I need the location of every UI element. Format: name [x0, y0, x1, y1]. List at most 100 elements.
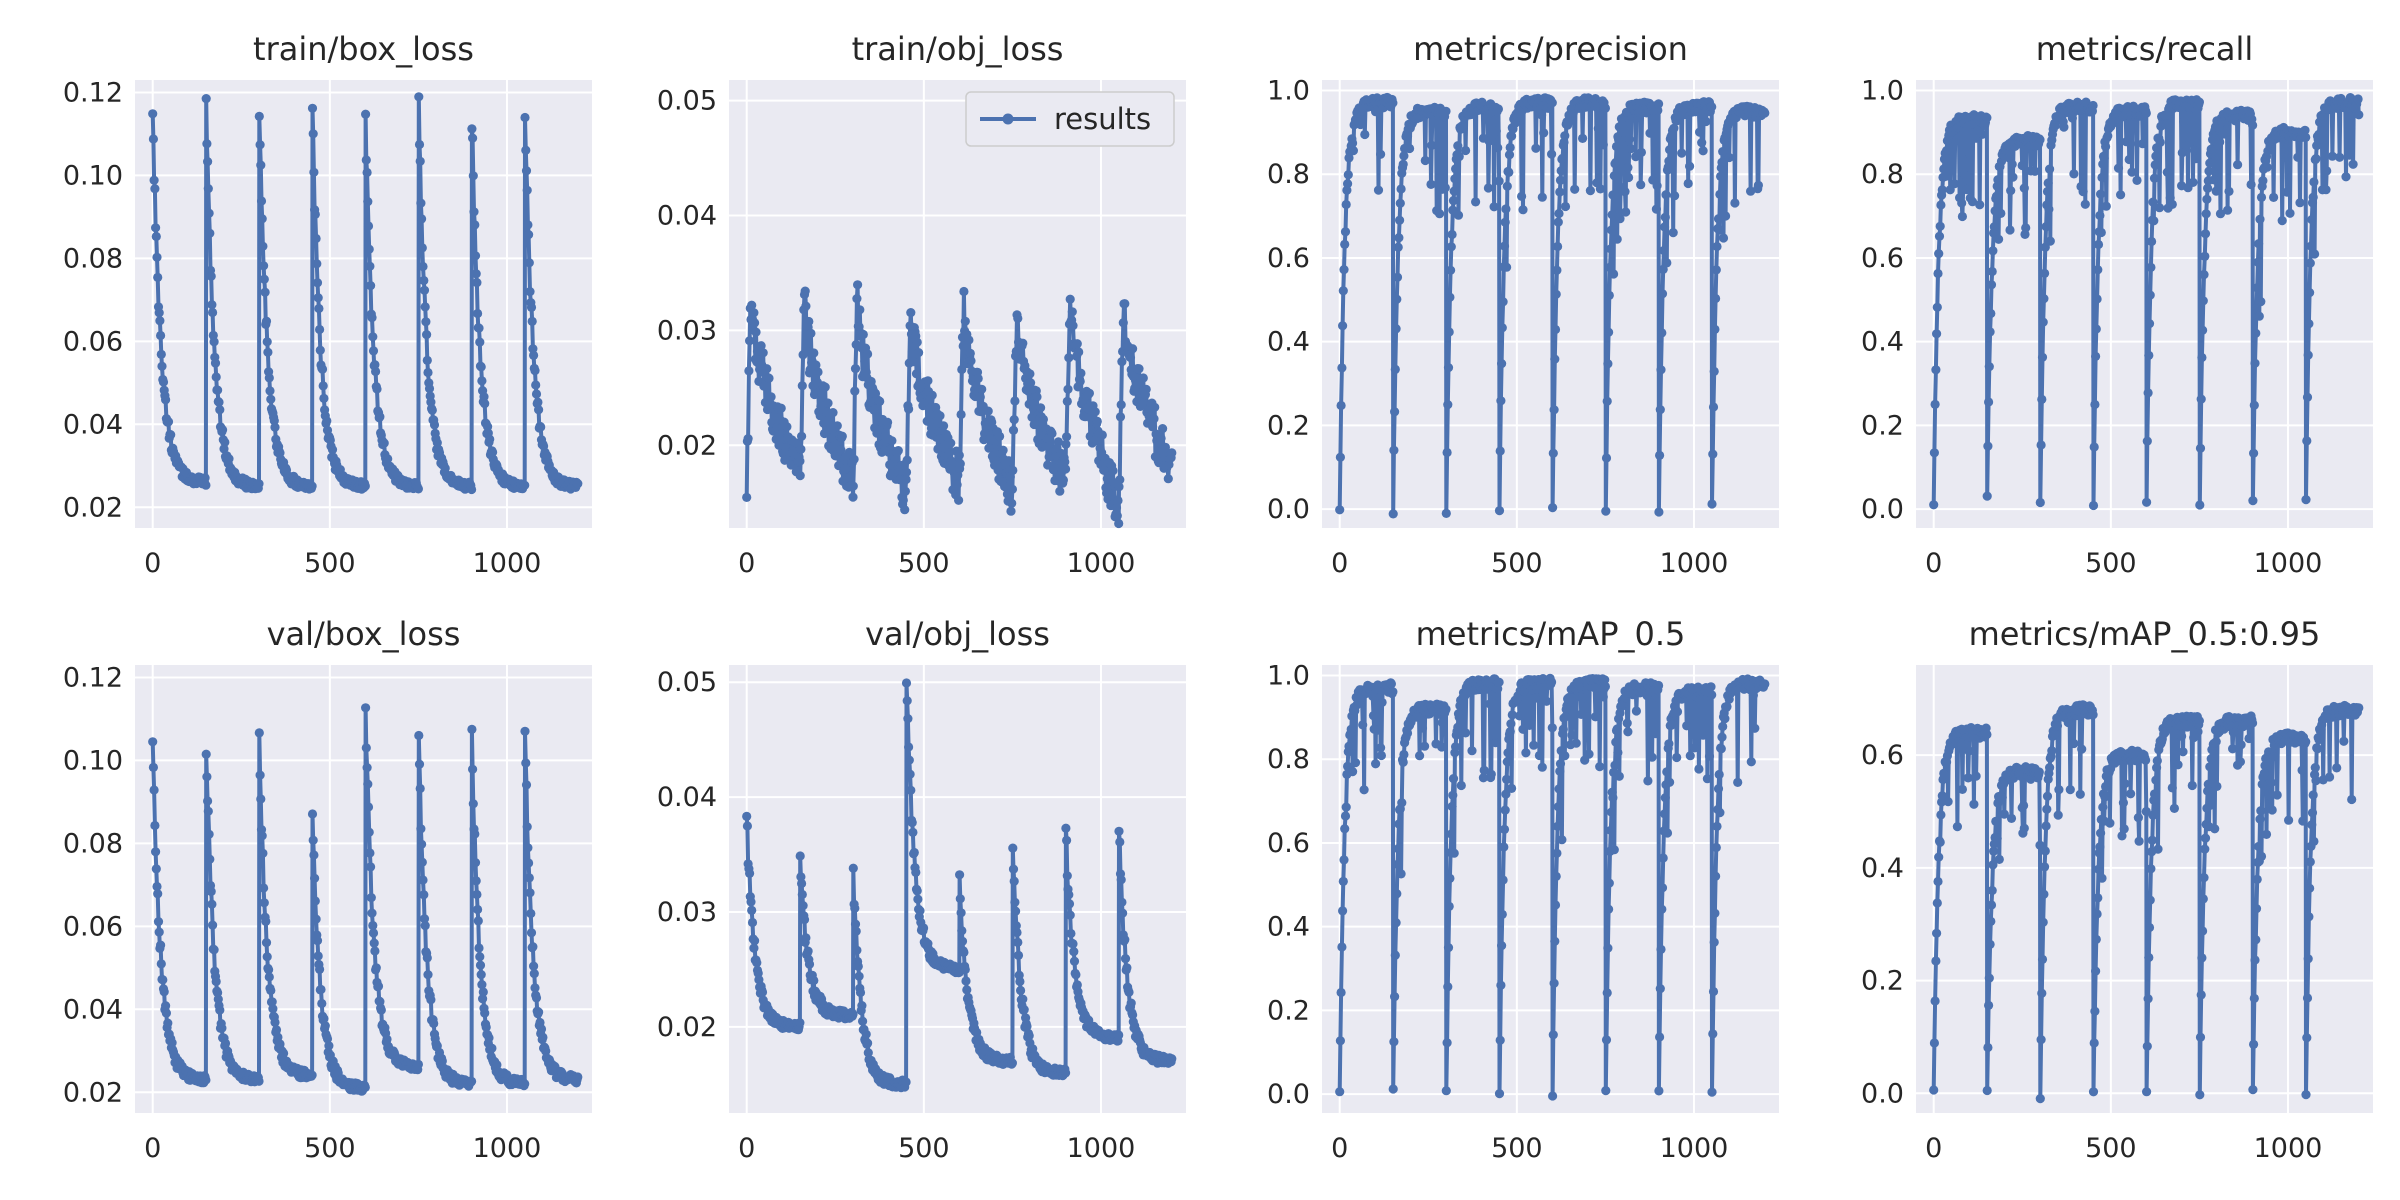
data-point — [418, 875, 428, 885]
data-point — [857, 1001, 867, 1011]
data-point — [984, 443, 994, 453]
data-point — [1698, 146, 1708, 156]
data-point — [475, 952, 485, 962]
data-point — [1624, 172, 1634, 183]
data-point — [1623, 727, 1633, 737]
data-point — [261, 916, 271, 927]
data-point — [1486, 135, 1496, 145]
series-markers — [1929, 93, 2364, 511]
data-point — [470, 220, 480, 230]
data-point — [1595, 184, 1605, 194]
data-point — [1358, 720, 1368, 730]
data-point — [848, 481, 858, 491]
data-point — [1067, 307, 1077, 317]
y-tick-label: 0.03 — [657, 897, 717, 928]
data-point — [1672, 707, 1683, 717]
data-point — [1502, 181, 1512, 191]
data-point — [2302, 993, 2313, 1003]
data-point — [1047, 428, 1057, 439]
data-point — [795, 456, 805, 466]
y-tick-label: 0.4 — [1861, 853, 1904, 884]
data-point — [573, 479, 583, 489]
data-point — [2198, 296, 2208, 306]
data-point — [2007, 159, 2017, 169]
data-point — [2311, 154, 2321, 164]
data-point — [1941, 171, 1951, 181]
data-point — [1554, 784, 1564, 794]
data-point — [1553, 821, 1563, 832]
data-point — [2344, 110, 2354, 120]
data-point — [1753, 180, 1763, 190]
data-point — [2145, 895, 2155, 905]
data-point — [1559, 137, 1569, 147]
data-point — [2339, 736, 2349, 746]
data-point — [1713, 214, 1724, 224]
data-point — [902, 455, 912, 465]
data-point — [2215, 209, 2226, 219]
data-point — [254, 1076, 264, 1086]
data-point — [1120, 299, 1130, 309]
data-point — [1377, 697, 1387, 708]
data-point — [152, 252, 162, 262]
data-point — [1708, 402, 1719, 412]
data-point — [2021, 223, 2031, 233]
data-point — [202, 139, 212, 149]
data-point — [1685, 161, 1695, 171]
data-point — [1711, 842, 1721, 853]
data-point — [2209, 175, 2219, 185]
data-point — [1504, 167, 1514, 177]
data-point — [1610, 760, 1620, 770]
data-point — [473, 916, 483, 926]
data-point — [314, 303, 324, 314]
data-point — [2101, 201, 2111, 211]
data-point — [1335, 1036, 1345, 1046]
data-point — [364, 827, 374, 837]
data-point — [1117, 357, 1127, 367]
data-point — [1116, 875, 1126, 885]
data-point — [2293, 152, 2303, 162]
data-point — [1339, 265, 1349, 275]
data-point — [1962, 184, 1972, 195]
data-point — [923, 376, 933, 386]
data-point — [307, 1070, 317, 1080]
data-point — [1388, 1084, 1398, 1094]
data-point — [1695, 127, 1705, 137]
data-point — [1547, 98, 1557, 108]
data-point — [2147, 236, 2157, 247]
data-point — [421, 317, 431, 327]
data-point — [317, 998, 327, 1009]
data-point — [1963, 773, 1973, 783]
x-tick-label: 0 — [1331, 548, 1348, 579]
y-tick-label: 0.02 — [657, 1012, 717, 1043]
data-point — [1388, 687, 1398, 697]
data-point — [1062, 396, 1072, 406]
data-point — [1426, 179, 1436, 189]
data-point — [1957, 784, 1967, 795]
y-tick-label: 0.2 — [1861, 966, 1904, 997]
data-point — [1939, 164, 1949, 174]
x-tick-label: 0 — [144, 1133, 161, 1164]
data-point — [855, 987, 866, 998]
data-point — [156, 349, 166, 359]
data-point — [156, 940, 166, 950]
data-point — [422, 355, 432, 365]
data-point — [1707, 690, 1717, 700]
data-point — [955, 870, 965, 880]
data-point — [467, 724, 477, 735]
data-point — [315, 324, 325, 335]
data-point — [1502, 757, 1512, 767]
data-point — [1099, 465, 1109, 475]
data-point — [1710, 908, 1720, 918]
data-point — [2314, 734, 2324, 745]
data-point — [270, 422, 280, 432]
data-point — [1376, 149, 1386, 159]
data-point — [887, 436, 897, 446]
y-tick-label: 0.10 — [63, 160, 123, 191]
data-point — [480, 399, 490, 409]
data-point — [2177, 731, 2187, 741]
data-point — [1496, 396, 1506, 406]
data-point — [750, 936, 760, 946]
data-point — [1657, 328, 1667, 338]
data-point — [1008, 843, 1018, 853]
data-point — [1662, 767, 1672, 777]
